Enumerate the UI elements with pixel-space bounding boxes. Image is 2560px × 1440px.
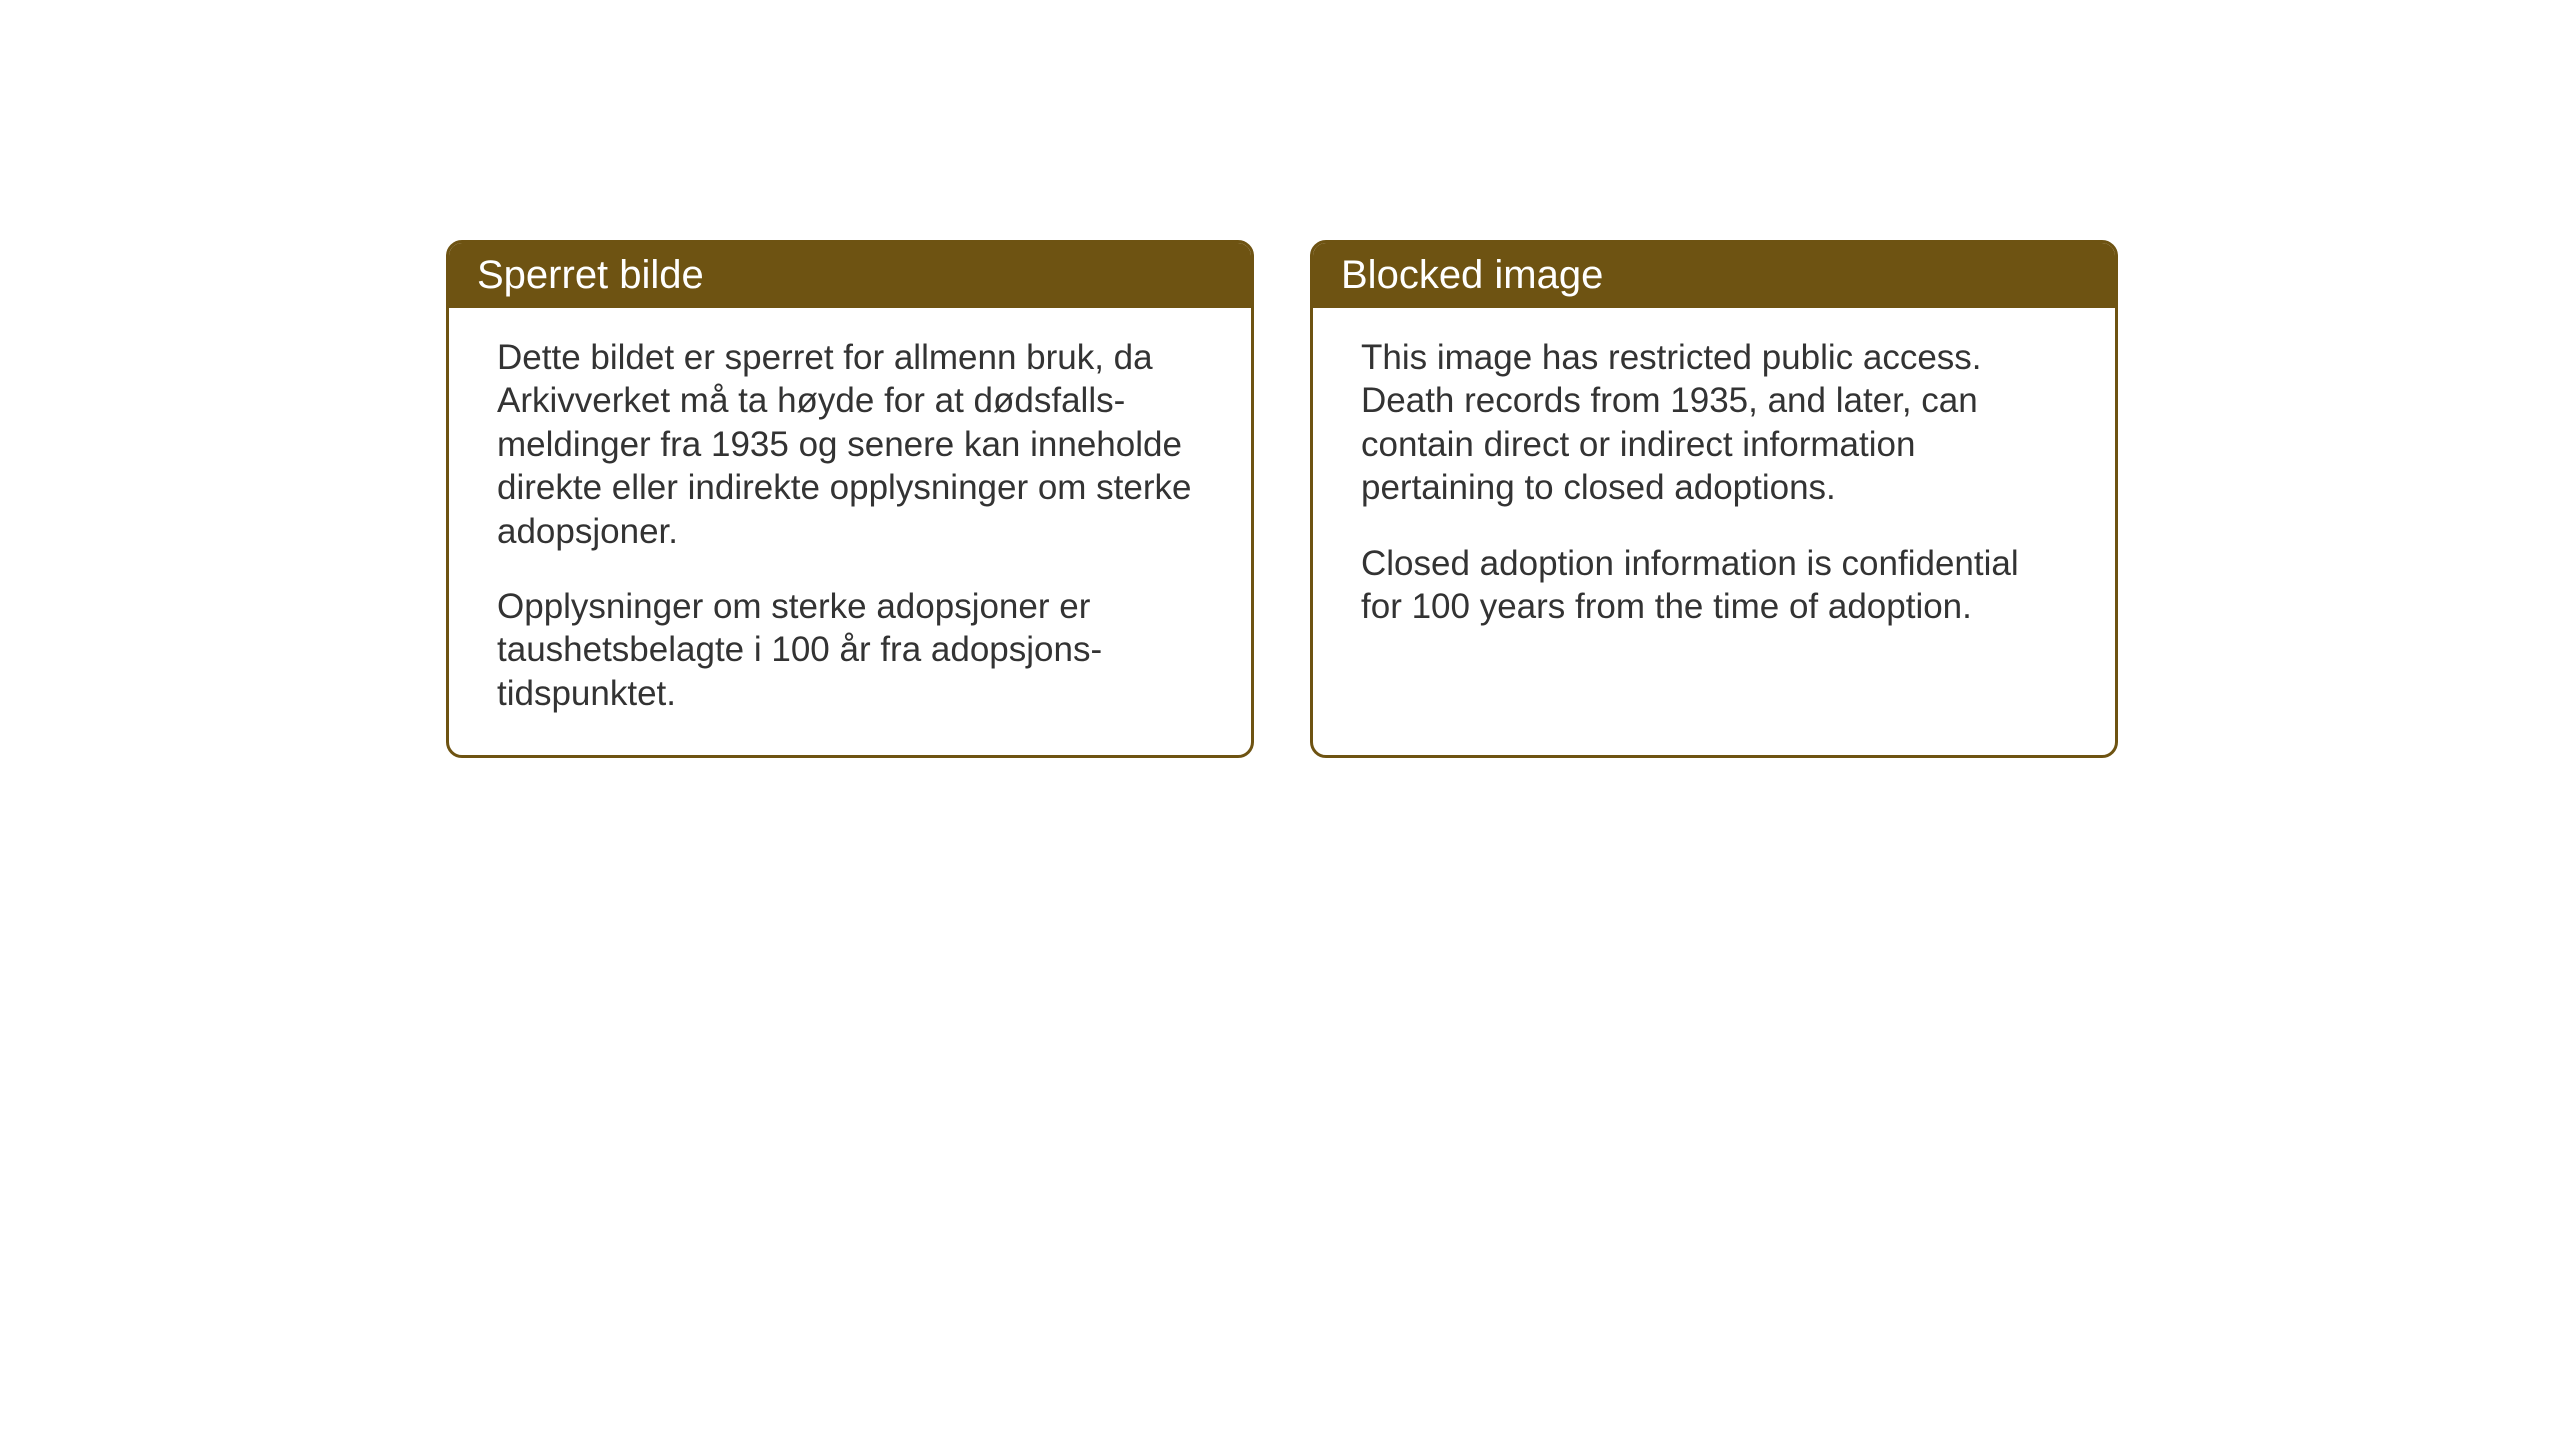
paragraph-text: Dette bildet er sperret for allmenn bruk… bbox=[497, 336, 1203, 553]
paragraph-text: Opplysninger om sterke adopsjoner er tau… bbox=[497, 585, 1203, 715]
card-header-english: Blocked image bbox=[1313, 243, 2115, 308]
card-body-english: This image has restricted public access.… bbox=[1313, 308, 2115, 668]
card-header-norwegian: Sperret bilde bbox=[449, 243, 1251, 308]
notice-card-english: Blocked image This image has restricted … bbox=[1310, 240, 2118, 758]
paragraph-text: Closed adoption information is confident… bbox=[1361, 542, 2067, 629]
notice-container: Sperret bilde Dette bildet er sperret fo… bbox=[446, 240, 2118, 758]
card-title: Blocked image bbox=[1341, 253, 1603, 297]
card-body-norwegian: Dette bildet er sperret for allmenn bruk… bbox=[449, 308, 1251, 755]
card-title: Sperret bilde bbox=[477, 253, 704, 297]
notice-card-norwegian: Sperret bilde Dette bildet er sperret fo… bbox=[446, 240, 1254, 758]
paragraph-text: This image has restricted public access.… bbox=[1361, 336, 2067, 510]
